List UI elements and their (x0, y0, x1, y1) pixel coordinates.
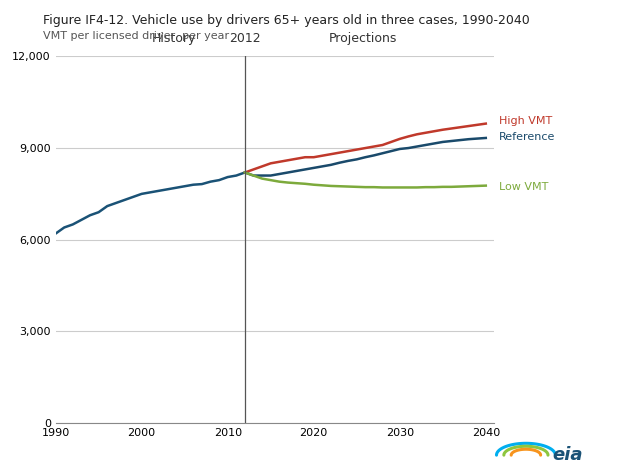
Text: eia: eia (552, 446, 583, 464)
Text: History: History (152, 32, 197, 46)
Text: Reference: Reference (499, 132, 555, 142)
Text: Projections: Projections (329, 32, 397, 46)
Text: Low VMT: Low VMT (499, 182, 548, 192)
Text: Figure IF4-12. Vehicle use by drivers 65+ years old in three cases, 1990-2040: Figure IF4-12. Vehicle use by drivers 65… (43, 14, 530, 27)
Text: 2012: 2012 (229, 32, 261, 46)
Text: High VMT: High VMT (499, 116, 552, 126)
Text: VMT per licensed driver  per year: VMT per licensed driver per year (43, 31, 229, 40)
